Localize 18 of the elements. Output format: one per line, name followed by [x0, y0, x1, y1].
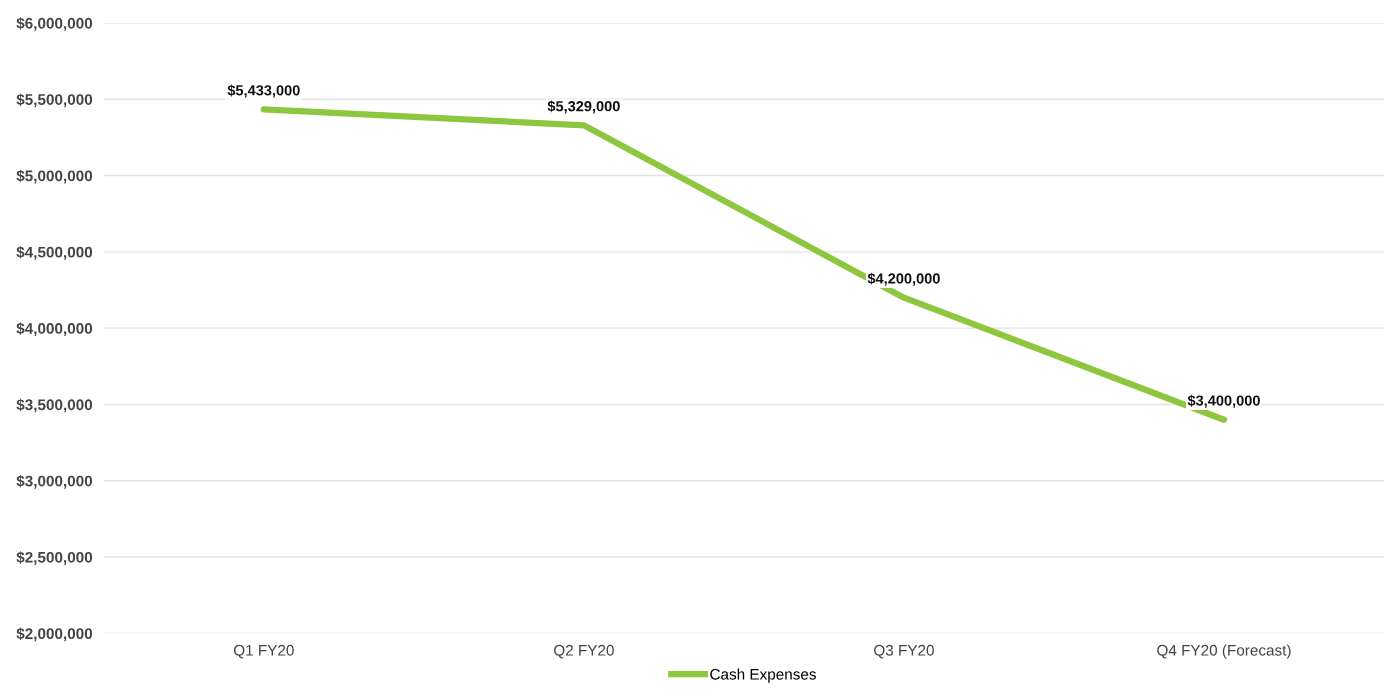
- y-tick-label: $3,000,000: [16, 474, 93, 489]
- y-tick-label: $4,000,000: [16, 322, 93, 337]
- y-tick-label: $3,500,000: [16, 398, 93, 413]
- legend-label: Cash Expenses: [710, 668, 816, 683]
- data-label: $5,433,000: [227, 84, 300, 98]
- y-tick-label: $2,000,000: [16, 627, 93, 642]
- data-label: $5,329,000: [547, 100, 620, 114]
- x-tick-label: Q4 FY20 (Forecast): [1157, 644, 1291, 659]
- x-tick-label: Q3 FY20: [874, 644, 934, 659]
- y-tick-label: $5,500,000: [16, 93, 93, 108]
- y-tick-label: $6,000,000: [16, 17, 93, 31]
- x-tick-label: Q2 FY20: [554, 644, 614, 659]
- data-label: $3,400,000: [1187, 394, 1260, 408]
- y-tick-label: $2,500,000: [16, 551, 93, 565]
- y-tick-label: $5,000,000: [16, 169, 93, 184]
- x-tick-label: Q1 FY20: [233, 644, 294, 659]
- y-tick-label: $4,500,000: [16, 246, 93, 260]
- data-label: $4,200,000: [867, 272, 940, 286]
